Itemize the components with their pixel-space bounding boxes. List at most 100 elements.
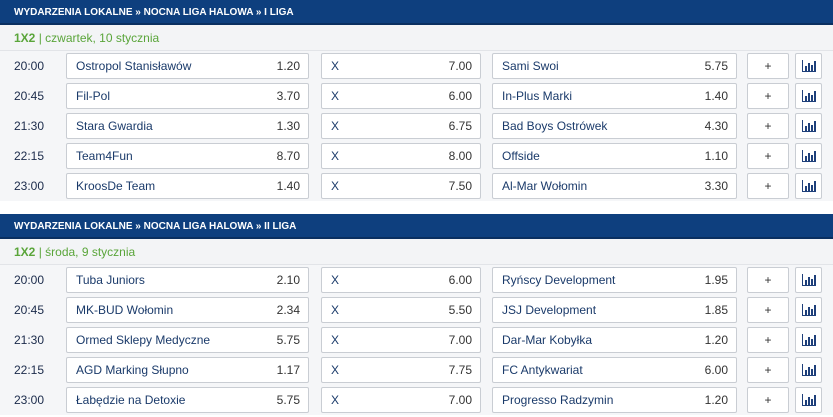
- league-section: WYDARZENIA LOKALNE » NOCNA LIGA HALOWA »…: [0, 214, 833, 415]
- home-odd-value: 1.40: [276, 179, 300, 193]
- draw-odds-button[interactable]: X 7.00: [321, 53, 481, 79]
- more-bets-button[interactable]: +: [747, 357, 789, 383]
- draw-label: X: [331, 149, 340, 163]
- draw-odds-button[interactable]: X 7.75: [321, 357, 481, 383]
- away-odds-button[interactable]: Ryńscy Development 1.95: [492, 267, 737, 293]
- home-odds-button[interactable]: Tuba Juniors 2.10: [66, 267, 309, 293]
- draw-odd-value: 7.00: [448, 59, 472, 73]
- league-header[interactable]: WYDARZENIA LOKALNE » NOCNA LIGA HALOWA »…: [0, 0, 833, 25]
- away-odds-button[interactable]: Bad Boys Ostrówek 4.30: [492, 113, 737, 139]
- more-bets-button[interactable]: +: [747, 113, 789, 139]
- away-odds-button[interactable]: In-Plus Marki 1.40: [492, 83, 737, 109]
- home-odds-button[interactable]: MK-BUD Wołomin 2.34: [66, 297, 309, 323]
- draw-odd-value: 6.00: [448, 273, 472, 287]
- home-odds-button[interactable]: Łabędzie na Detoxie 5.75: [66, 387, 309, 413]
- away-odd-value: 1.95: [704, 273, 728, 287]
- match-time: 22:15: [14, 149, 45, 163]
- statistics-button[interactable]: [795, 297, 822, 323]
- draw-odds-button[interactable]: X 7.50: [321, 173, 481, 199]
- statistics-button[interactable]: [795, 267, 822, 293]
- home-odds-button[interactable]: Team4Fun 8.70: [66, 143, 309, 169]
- away-odds-button[interactable]: Offside 1.10: [492, 143, 737, 169]
- home-odd-value: 1.17: [276, 363, 300, 377]
- more-bets-button[interactable]: +: [747, 143, 789, 169]
- more-bets-button[interactable]: +: [747, 327, 789, 353]
- draw-label: X: [331, 273, 340, 287]
- home-odd-value: 2.10: [276, 273, 300, 287]
- home-odds-button[interactable]: Ostropol Stanisławów 1.20: [66, 53, 309, 79]
- draw-odds-button[interactable]: X 6.75: [321, 113, 481, 139]
- draw-odds-button[interactable]: X 5.50: [321, 297, 481, 323]
- home-odds-button[interactable]: Stara Gwardia 1.30: [66, 113, 309, 139]
- draw-odds-button[interactable]: X 7.00: [321, 387, 481, 413]
- draw-odd-value: 7.75: [448, 363, 472, 377]
- home-odds-button[interactable]: Ormed Sklepy Medyczne 5.75: [66, 327, 309, 353]
- match-time: 21:30: [14, 333, 45, 347]
- more-bets-button[interactable]: +: [747, 173, 789, 199]
- home-odd-value: 5.75: [276, 393, 300, 407]
- home-odd-value: 8.70: [276, 149, 300, 163]
- statistics-button[interactable]: [795, 357, 822, 383]
- draw-odds-button[interactable]: X 8.00: [321, 143, 481, 169]
- more-bets-button[interactable]: +: [747, 53, 789, 79]
- draw-odds-button[interactable]: X 6.00: [321, 267, 481, 293]
- league-header[interactable]: WYDARZENIA LOKALNE » NOCNA LIGA HALOWA »…: [0, 214, 833, 239]
- draw-odd-value: 6.00: [448, 89, 472, 103]
- match-row: 20:00 Tuba Juniors 2.10 X 6.00 Ryńscy Develop…: [0, 265, 833, 295]
- match-row: 20:45 Fil-Pol 3.70 X 6.00 In-Plus Marki 1.40 +: [0, 81, 833, 111]
- match-row: 23:00 Łabędzie na Detoxie 5.75 X 7.00 Progres…: [0, 385, 833, 415]
- draw-label: X: [331, 363, 340, 377]
- home-odds-button[interactable]: KroosDe Team 1.40: [66, 173, 309, 199]
- draw-label: X: [331, 303, 340, 317]
- statistics-button[interactable]: [795, 173, 822, 199]
- statistics-button[interactable]: [795, 143, 822, 169]
- draw-label: X: [331, 59, 340, 73]
- home-team-name: Stara Gwardia: [76, 119, 153, 133]
- draw-odd-value: 7.00: [448, 393, 472, 407]
- event-date: | środa, 9 stycznia: [38, 245, 136, 259]
- away-team-name: Al-Mar Wołomin: [502, 179, 588, 193]
- draw-odds-button[interactable]: X 6.00: [321, 83, 481, 109]
- draw-odds-button[interactable]: X 7.00: [321, 327, 481, 353]
- home-odd-value: 2.34: [276, 303, 300, 317]
- match-row: 22:15 AGD Marking Słupno 1.17 X 7.75 FC Antyk…: [0, 355, 833, 385]
- market-label: 1X2: [14, 31, 36, 45]
- statistics-button[interactable]: [795, 113, 822, 139]
- away-odd-value: 1.20: [704, 393, 728, 407]
- away-odd-value: 1.85: [704, 303, 728, 317]
- home-team-name: Fil-Pol: [76, 89, 111, 103]
- home-odds-button[interactable]: AGD Marking Słupno 1.17: [66, 357, 309, 383]
- draw-odd-value: 5.50: [448, 303, 472, 317]
- away-odds-button[interactable]: Dar-Mar Kobyłka 1.20: [492, 327, 737, 353]
- more-bets-button[interactable]: +: [747, 387, 789, 413]
- home-team-name: Łabędzie na Detoxie: [76, 393, 186, 407]
- away-team-name: Bad Boys Ostrówek: [502, 119, 608, 133]
- away-odds-button[interactable]: FC Antykwariat 6.00: [492, 357, 737, 383]
- more-bets-button[interactable]: +: [747, 267, 789, 293]
- away-odds-button[interactable]: Progresso Radzymin 1.20: [492, 387, 737, 413]
- away-odds-button[interactable]: Sami Swoi 5.75: [492, 53, 737, 79]
- home-odds-button[interactable]: Fil-Pol 3.70: [66, 83, 309, 109]
- match-row: 20:00 Ostropol Stanisławów 1.20 X 7.00 Sami S…: [0, 51, 833, 81]
- match-row: 21:30 Stara Gwardia 1.30 X 6.75 Bad Boys Ostr…: [0, 111, 833, 141]
- match-row: 22:15 Team4Fun 8.70 X 8.00 Offside 1.10 +: [0, 141, 833, 171]
- statistics-button[interactable]: [795, 83, 822, 109]
- away-team-name: FC Antykwariat: [502, 363, 583, 377]
- away-team-name: Sami Swoi: [502, 59, 559, 73]
- statistics-button[interactable]: [795, 53, 822, 79]
- more-bets-button[interactable]: +: [747, 83, 789, 109]
- home-odd-value: 3.70: [276, 89, 300, 103]
- away-odds-button[interactable]: Al-Mar Wołomin 3.30: [492, 173, 737, 199]
- draw-label: X: [331, 89, 340, 103]
- away-odd-value: 1.40: [704, 89, 728, 103]
- away-odd-value: 5.75: [704, 59, 728, 73]
- statistics-button[interactable]: [795, 327, 822, 353]
- more-bets-button[interactable]: +: [747, 297, 789, 323]
- away-odds-button[interactable]: JSJ Development 1.85: [492, 297, 737, 323]
- draw-odd-value: 7.50: [448, 179, 472, 193]
- statistics-button[interactable]: [795, 387, 822, 413]
- home-team-name: AGD Marking Słupno: [76, 363, 189, 377]
- away-team-name: JSJ Development: [502, 303, 597, 317]
- draw-label: X: [331, 179, 340, 193]
- event-date: | czwartek, 10 stycznia: [38, 31, 160, 45]
